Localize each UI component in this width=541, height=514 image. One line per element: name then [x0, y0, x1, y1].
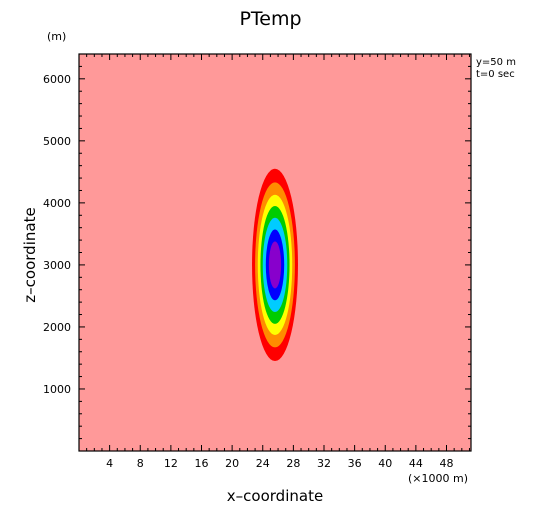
y-tick-label: 5000 [43, 135, 71, 148]
x-tick-label: 40 [378, 457, 392, 470]
x-axis-label: x–coordinate [226, 487, 324, 505]
annotation-block: y=50 m t=0 sec [476, 57, 516, 81]
y-tick-label: 1000 [43, 383, 71, 396]
annotation-y-level: y=50 m [476, 57, 516, 68]
y-axis-label: z–coordinate [21, 207, 39, 303]
x-tick-label: 12 [164, 457, 178, 470]
y-axis-unit: (m) [47, 30, 67, 43]
x-tick-label: 48 [440, 457, 454, 470]
x-tick-label: 4 [106, 457, 113, 470]
x-tick-label: 44 [409, 457, 423, 470]
x-tick-label: 20 [225, 457, 239, 470]
y-tick-label: 3000 [43, 259, 71, 272]
plot-frame [78, 53, 472, 452]
x-tick-label: 36 [348, 457, 362, 470]
x-axis-unit: (×1000 m) [408, 472, 469, 485]
x-tick-label: 8 [137, 457, 144, 470]
annotation-time: t=0 sec [476, 69, 515, 80]
x-tick-label: 24 [256, 457, 270, 470]
contour-level-7 [268, 241, 282, 289]
y-tick-label: 4000 [43, 197, 71, 210]
chart-title: PTemp [239, 8, 302, 30]
x-tick-label: 16 [195, 457, 209, 470]
x-tick-label: 32 [317, 457, 331, 470]
x-tick-label: 28 [286, 457, 300, 470]
y-tick-label: 6000 [43, 73, 71, 86]
y-tick-label: 2000 [43, 321, 71, 334]
